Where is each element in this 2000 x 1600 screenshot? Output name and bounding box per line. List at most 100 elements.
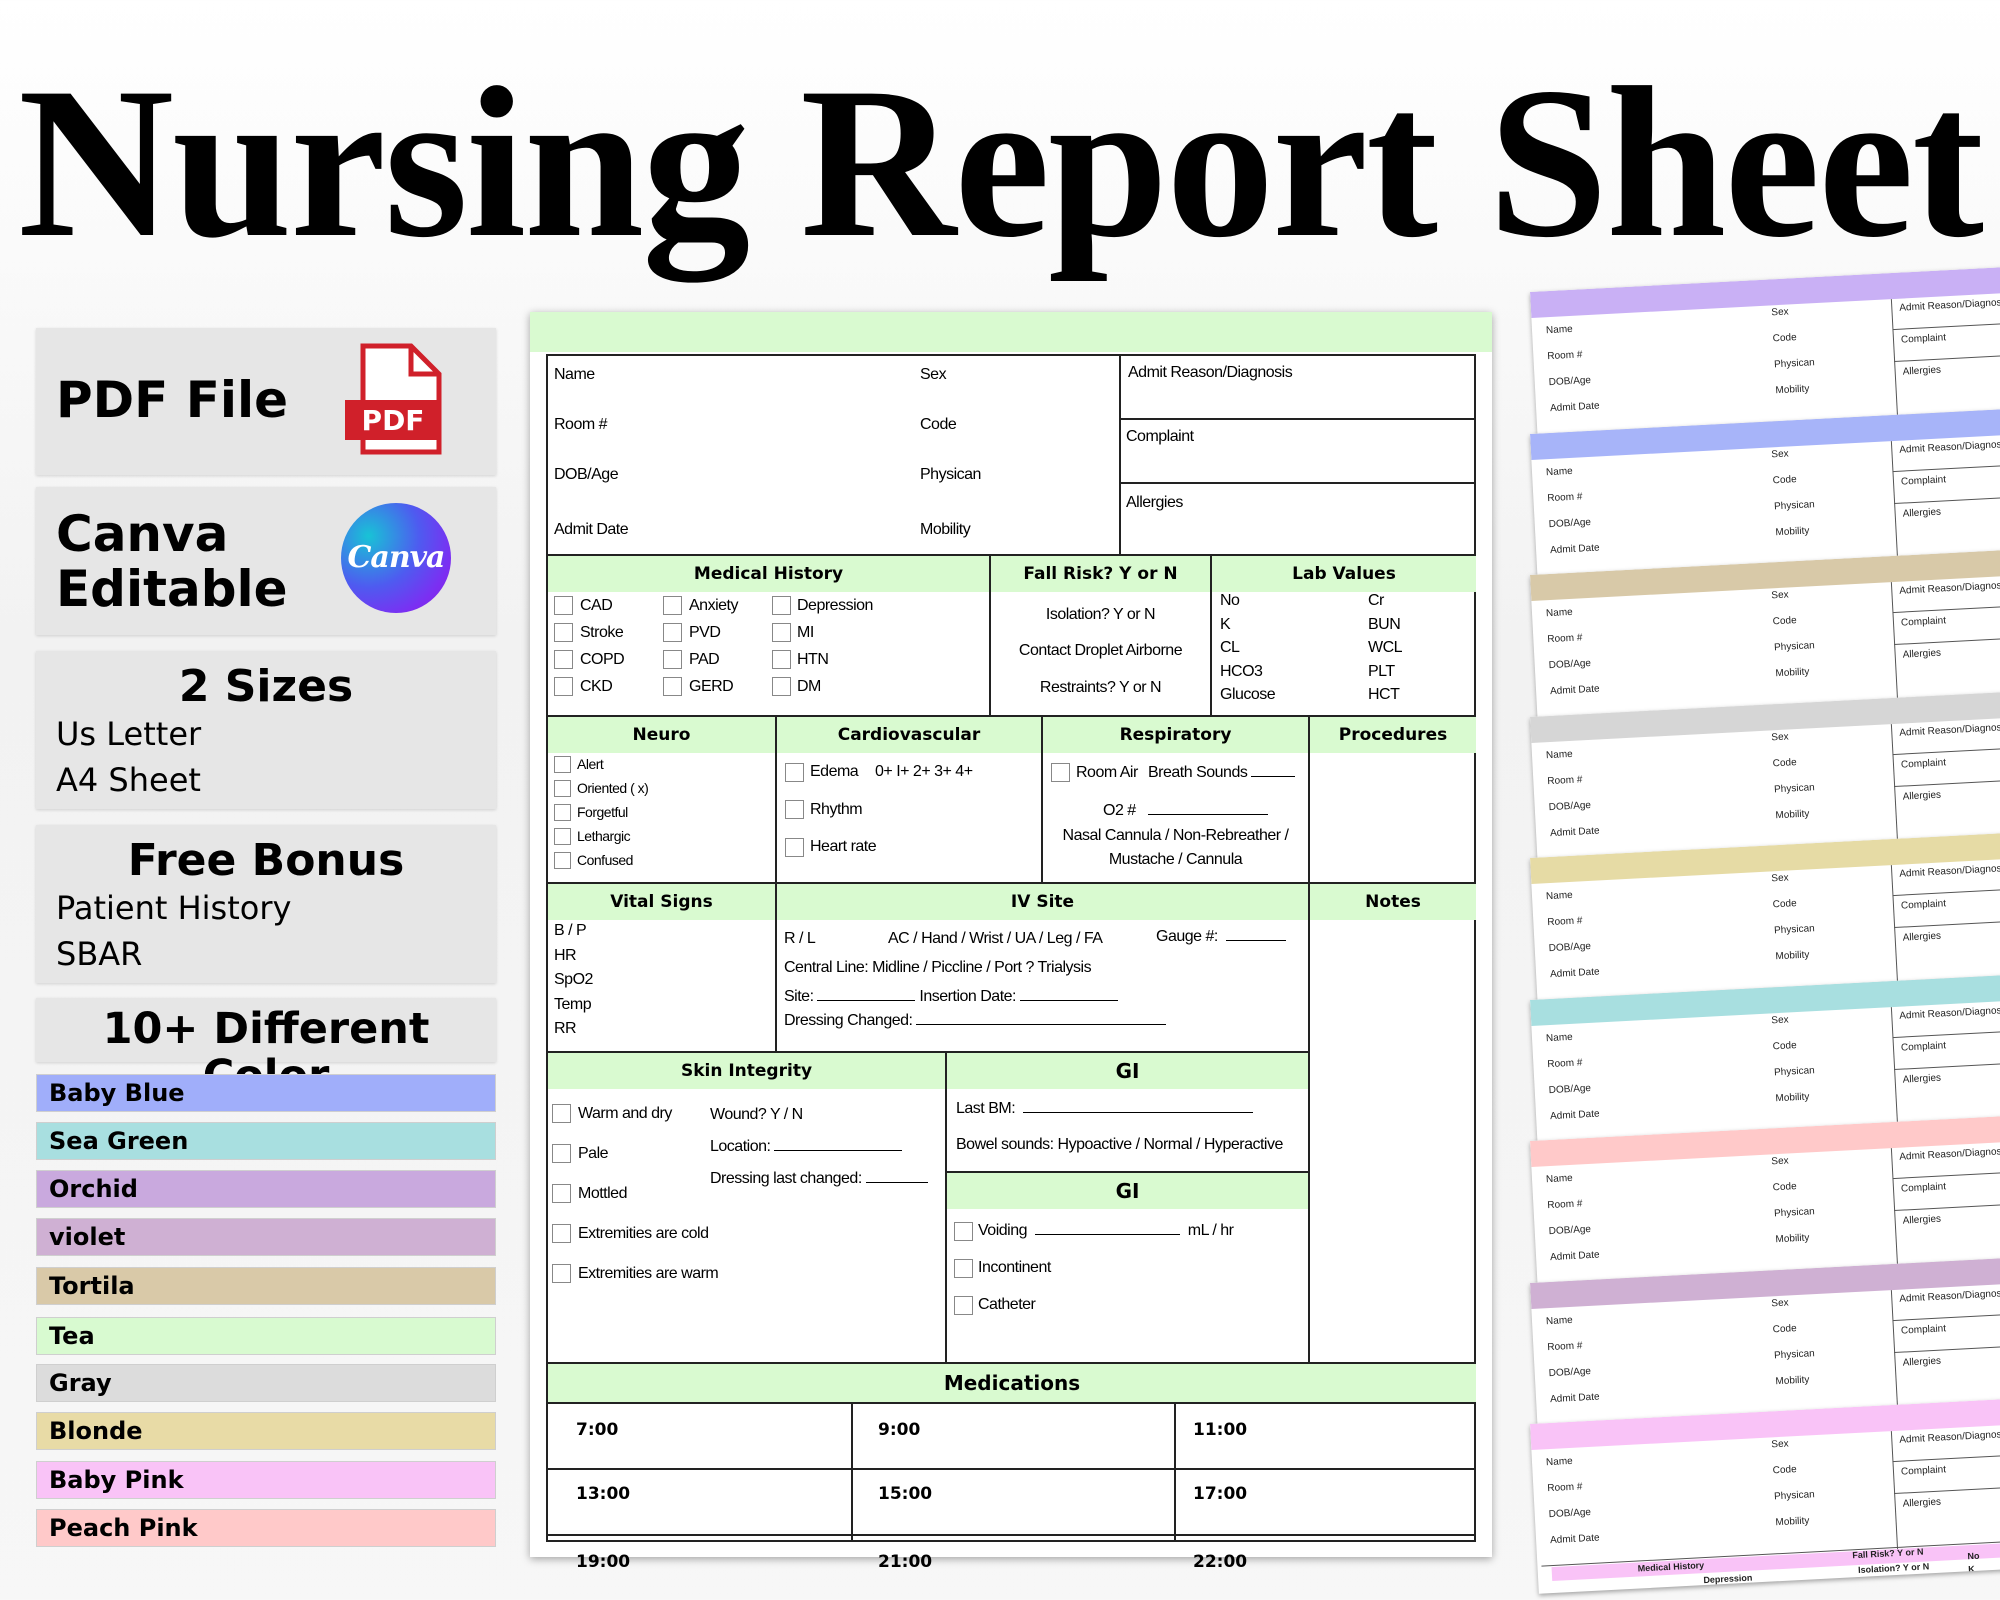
edema-scale: 0+ I+ 2+ 3+ 4+ [875,763,973,780]
thumbnail-label: DOB/Age [1548,1506,1592,1521]
heart-rate-label: Heart rate [810,838,877,855]
voiding-checkbox[interactable] [954,1222,973,1241]
skin-checkbox[interactable] [552,1264,571,1283]
room-air-checkbox[interactable] [1051,763,1070,782]
skin-checkbox[interactable] [552,1184,571,1203]
history-checkbox[interactable] [663,677,682,696]
thumbnail-label: DOB/Age [1548,657,1592,672]
code-label: Code [920,416,957,433]
thumbnail-label: Allergies [1902,647,1942,661]
thumbnail-label: Mobility [1775,1374,1810,1387]
color-chip: Sea Green [36,1122,496,1160]
lab-value: WCL [1368,639,1403,656]
color-chip: Tea [36,1317,496,1355]
skin-checkbox[interactable] [552,1144,571,1163]
history-checkbox[interactable] [663,623,682,642]
neuro-checkbox[interactable] [554,780,571,797]
thumbnail-label: Admit Date [1549,542,1600,556]
room-air-label: Room Air [1076,764,1138,781]
thumbnail-label: Sex [1771,1296,1789,1309]
thumbnail-label: Code [1772,898,1797,911]
vital-sign: SpO2 [554,971,593,988]
thumbnail-label: Admit Date [1549,1391,1600,1405]
color-variant-thumbnail: Name Sex Room # Code DOB/Age Physican Admit Da… [1530,972,2000,1145]
history-checkbox[interactable] [772,623,791,642]
thumbnail-label: Allergies [1902,506,1942,520]
dob-label: DOB/Age [554,466,619,483]
edema-checkbox[interactable] [785,763,804,782]
neuro-item: Lethargic [577,828,631,844]
heart-rate-checkbox[interactable] [785,838,804,857]
color-chip: Peach Pink [36,1509,496,1547]
skin-checkbox[interactable] [552,1224,571,1243]
history-checkbox[interactable] [554,596,573,615]
thumbnail-label: Name [1545,1031,1573,1044]
fall-risk-header: Fall Risk? Y or N [991,556,1210,592]
history-checkbox[interactable] [554,650,573,669]
medication-time: 15:00 [878,1484,933,1504]
history-item: CKD [580,678,613,695]
lab-value: No [1220,592,1240,609]
thumbnail-label: Code [1772,1464,1797,1477]
thumbnail-label: Sex [1771,306,1789,319]
thumbnail-label: Admit Date [1549,1249,1600,1264]
thumbnail-label: Room # [1547,349,1583,363]
rhythm-checkbox[interactable] [785,800,804,819]
vital-sign: Temp [554,995,592,1013]
lab-value: PLT [1368,662,1395,680]
history-checkbox[interactable] [663,596,682,615]
color-variant-thumbnail: Name Sex Room # Code DOB/Age Physican Admit Da… [1530,1396,2000,1594]
neuro-checkbox[interactable] [554,828,571,845]
neuro-checkbox[interactable] [554,852,571,869]
skin-header: Skin Integrity [548,1053,945,1089]
page-title: Nursing Report Sheet [18,43,1984,282]
history-item: DM [797,678,821,695]
thumbnail-label: Allergies [1902,364,1942,378]
neuro-checkbox[interactable] [554,804,571,821]
edema-label: Edema [810,763,859,780]
canva-line1: Canva [56,505,229,563]
thumbnail-label: Name [1545,748,1573,761]
size-item: Us Letter [56,715,202,753]
thumbnail-label: Allergies [1902,789,1942,803]
neuro-checkbox[interactable] [554,756,571,773]
history-checkbox[interactable] [772,596,791,615]
thumbnail-label: Name [1545,465,1573,478]
history-checkbox[interactable] [663,650,682,669]
color-chip: Orchid [36,1170,496,1208]
skin-item: Pale [578,1145,609,1162]
allergies-label: Allergies [1126,494,1183,511]
fall-risk-line: Isolation? Y or N [1045,606,1156,623]
vital-sign: B / P [554,922,587,939]
resp-header: Respiratory [1043,717,1308,753]
history-checkbox[interactable] [772,650,791,669]
wound-label: Wound? Y / N [710,1106,803,1123]
skin-checkbox[interactable] [552,1104,571,1123]
pdf-file-label: PDF File [56,371,289,429]
color-variant-thumbnail: Name Sex Room # Code DOB/Age Physican Admit Da… [1530,264,2000,437]
canva-logo-icon: Canva [341,503,451,613]
incontinent-checkbox[interactable] [954,1259,973,1278]
history-checkbox[interactable] [772,677,791,696]
admit-reason-label: Admit Reason/Diagnosis [1128,364,1293,381]
thumbnail-label: Sex [1771,1438,1789,1451]
pdf-icon: PDF [345,343,442,455]
medication-time: 13:00 [576,1484,631,1504]
thumbnail-label: Admit Reason/Diagnosis [1899,862,2000,880]
history-checkbox[interactable] [554,623,573,642]
catheter-checkbox[interactable] [954,1296,973,1315]
voiding-label: Voiding mL / hr [978,1222,1234,1239]
report-sheet: Name Sex Room # Code DOB/Age Physican Ad… [530,312,1492,1572]
thumbnail-label: Complaint [1900,473,1947,488]
color-chip: Baby Pink [36,1461,496,1499]
lab-value: Glucose [1220,686,1276,703]
thumbnail-label: Admit Reason/Diagnosis [1899,438,2000,456]
history-checkbox[interactable] [554,677,573,696]
thumbnail-label: Name [1545,1314,1573,1327]
thumbnail-label: DOB/Age [1548,374,1592,389]
color-variant-thumbnail: Name Sex Room # Code DOB/Age Physican Admit Da… [1530,1113,2000,1286]
thumbnail-label: DOB/Age [1548,516,1592,530]
color-chip: Baby Blue [36,1074,496,1112]
canva-card: Canva Editable Canva [36,487,496,635]
thumbnail-label: Sex [1771,872,1789,885]
